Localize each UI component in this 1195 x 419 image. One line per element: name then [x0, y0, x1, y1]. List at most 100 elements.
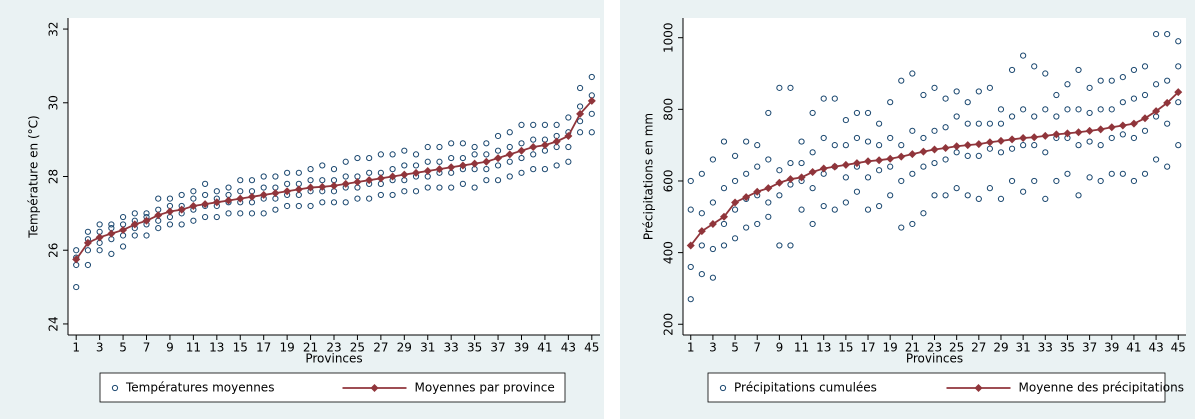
mean-marker: [908, 150, 917, 159]
mean-marker: [587, 96, 596, 105]
data-point: [709, 245, 717, 253]
mean-marker: [435, 165, 444, 174]
mean-marker: [388, 172, 397, 181]
mean-marker: [482, 157, 491, 166]
data-point: [1075, 142, 1082, 149]
x-tick-label: 15: [838, 341, 853, 355]
x-tick-label: 23: [326, 341, 341, 355]
data-point: [178, 221, 185, 228]
data-point: [225, 210, 232, 217]
x-tick-label: 25: [949, 341, 964, 355]
data-point: [307, 202, 314, 210]
data-point: [909, 70, 916, 77]
y-tick-label: 30: [47, 95, 61, 110]
data-point: [942, 95, 949, 102]
data-point: [1175, 99, 1182, 106]
data-point: [1008, 66, 1016, 74]
data-point: [1141, 127, 1149, 134]
mean-marker: [830, 162, 839, 171]
legend-box: [99, 372, 566, 403]
data-point: [820, 134, 827, 142]
legend-symbol: [370, 384, 379, 392]
data-point: [1008, 145, 1016, 152]
data-point: [424, 158, 431, 165]
data-point: [565, 114, 572, 121]
data-point: [1042, 70, 1049, 77]
data-point: [864, 138, 872, 145]
data-point: [986, 120, 993, 127]
data-point: [483, 166, 490, 173]
data-point: [377, 151, 384, 158]
mean-marker: [1041, 131, 1050, 140]
mean-marker: [1118, 121, 1127, 130]
data-point: [942, 124, 949, 131]
mean-marker: [1141, 114, 1150, 123]
mean-marker: [107, 229, 116, 238]
data-point: [1031, 177, 1038, 185]
data-point: [953, 185, 960, 192]
data-point: [494, 162, 502, 169]
data-point: [698, 242, 705, 249]
mean-marker: [552, 137, 561, 146]
data-point: [272, 173, 279, 180]
data-point: [942, 156, 949, 163]
x-tick-label: 41: [537, 341, 552, 355]
plot-area: [683, 18, 1186, 335]
data-point: [787, 242, 794, 249]
data-point: [143, 210, 150, 217]
mean-marker: [201, 200, 210, 209]
data-point: [448, 154, 455, 162]
mean-marker: [1096, 125, 1105, 134]
data-point: [842, 116, 849, 124]
data-point: [237, 188, 244, 195]
data-point: [494, 132, 502, 140]
data-point: [776, 242, 783, 249]
data-point: [1086, 138, 1093, 145]
data-point: [1053, 113, 1060, 120]
data-point: [731, 235, 739, 242]
data-point: [1164, 120, 1171, 127]
legend-symbol: [974, 384, 983, 392]
mean-marker: [177, 205, 186, 214]
data-point: [698, 170, 705, 177]
mean-marker: [797, 173, 806, 182]
data-point: [1064, 170, 1071, 177]
data-point: [260, 173, 267, 180]
y-tick-label: 28: [47, 169, 61, 184]
x-axis-title: Provinces: [305, 352, 362, 366]
data-point: [1152, 156, 1160, 163]
x-tick-label: 33: [444, 341, 459, 355]
mean-marker: [294, 185, 303, 194]
mean-marker: [886, 154, 895, 163]
mean-marker: [864, 157, 873, 166]
data-point: [166, 221, 174, 228]
y-tick-label: 400: [662, 241, 676, 264]
data-point: [541, 166, 549, 173]
data-point: [853, 188, 861, 195]
data-point: [1108, 77, 1115, 84]
data-point: [1075, 192, 1082, 199]
y-tick-label: 32: [47, 21, 61, 36]
x-tick-label: 37: [490, 341, 505, 355]
data-point: [412, 162, 420, 169]
x-tick-label: 5: [119, 341, 127, 355]
data-point: [809, 220, 816, 228]
mean-marker: [753, 187, 762, 196]
data-point: [155, 195, 162, 202]
data-point: [820, 202, 827, 210]
data-point: [1108, 106, 1115, 113]
data-point: [1119, 74, 1126, 81]
x-tick-label: 11: [186, 341, 201, 355]
data-point: [84, 247, 92, 254]
data-point: [459, 140, 466, 147]
data-point: [876, 202, 883, 210]
data-point: [975, 152, 982, 160]
data-point: [436, 184, 443, 191]
data-point: [709, 199, 717, 206]
data-point: [1020, 188, 1027, 195]
mean-marker: [742, 193, 751, 202]
x-tick-label: 9: [776, 341, 784, 355]
legend-label: Précipitations cumulées: [734, 381, 877, 395]
x-tick-label: 35: [467, 341, 482, 355]
data-point: [389, 151, 396, 158]
